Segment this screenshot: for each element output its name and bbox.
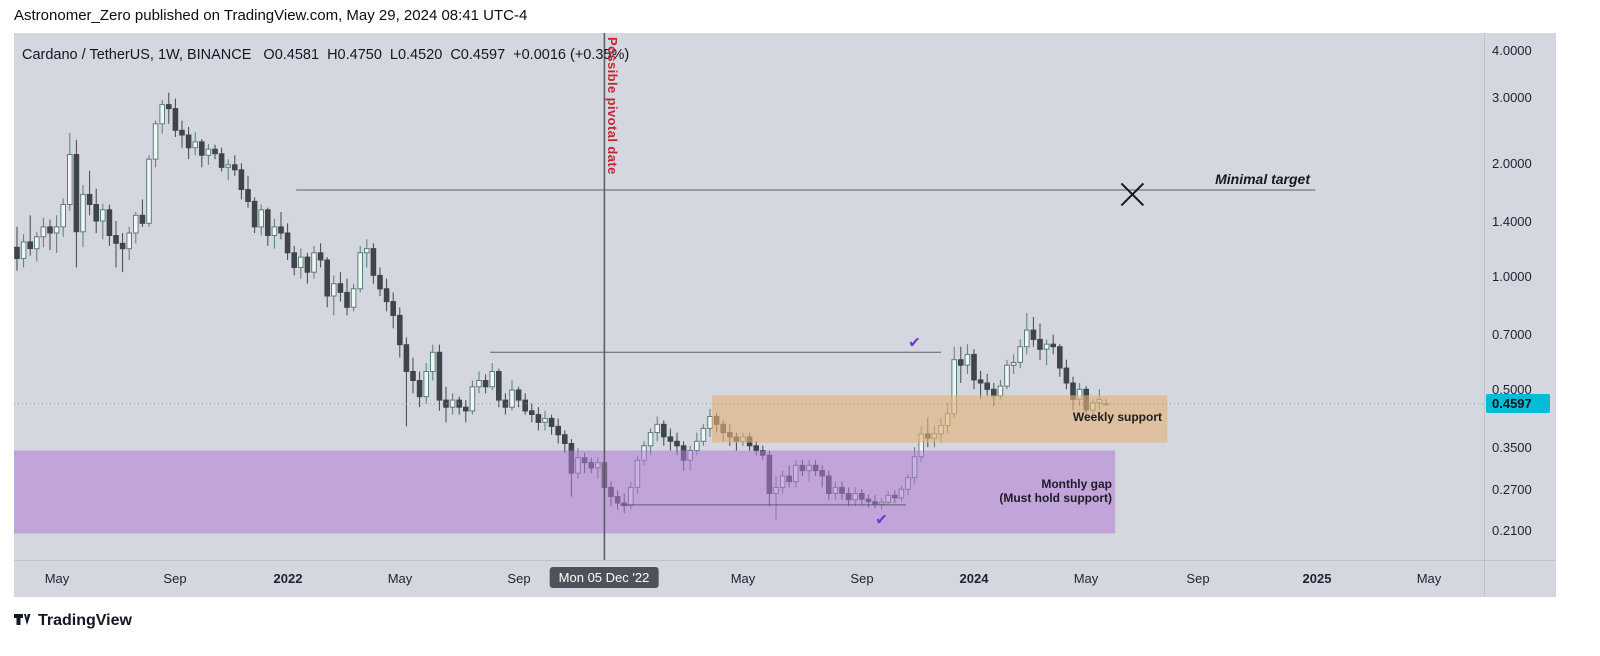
price-axis-border	[1484, 33, 1485, 597]
time-tick: Sep	[1186, 571, 1210, 586]
price-tick: 1.0000	[1492, 269, 1532, 284]
price-tick: 3.0000	[1492, 90, 1532, 105]
ohlc-high: H0.4750	[327, 47, 382, 63]
zone-monthly-gap	[14, 450, 1116, 534]
zone-weekly-support	[712, 395, 1168, 443]
time-axis-border	[14, 560, 1556, 561]
price-tick: 1.4000	[1492, 214, 1532, 229]
symbol-title: Cardano / TetherUS, 1W, BINANCE	[22, 47, 252, 63]
time-tick: May	[44, 571, 70, 586]
price-change: +0.0016 (+0.35%)	[513, 47, 630, 63]
ohlc-open: O0.4581	[263, 47, 320, 63]
time-tick: 2022	[273, 571, 303, 586]
tradingview-logo-icon	[14, 614, 31, 625]
publish-info: Astronomer_Zero published on TradingView…	[14, 7, 528, 24]
time-tick: May	[387, 571, 413, 586]
time-tick: 2024	[959, 571, 989, 586]
minimal-target-label[interactable]: Minimal target	[1215, 171, 1310, 187]
lines[interactable]	[14, 33, 1484, 560]
cross-mark	[1120, 182, 1145, 207]
check-mark: ✔	[875, 510, 888, 528]
zones[interactable]	[14, 395, 1168, 534]
monthly-gap-label[interactable]: Monthly gap (Must hold support)	[940, 477, 1112, 505]
price-tick: 0.7000	[1492, 327, 1532, 342]
price-tick: 4.0000	[1492, 43, 1532, 58]
time-tick: Sep	[507, 571, 531, 586]
symbol-legend: Cardano / TetherUS, 1W, BINANCE O0.4581 H0…	[22, 47, 629, 63]
price-tick: 2.0000	[1492, 156, 1532, 171]
marks[interactable]: ✔✔	[875, 182, 1145, 528]
pivotal-date-note[interactable]: Possible pivotal date	[605, 37, 620, 175]
ohlc-low: L0.4520	[389, 47, 443, 63]
time-tick: May	[730, 571, 756, 586]
monthly-gap-line1: Monthly gap	[1041, 477, 1112, 491]
time-tick: May	[1073, 571, 1099, 586]
price-tick: 0.5000	[1492, 382, 1532, 397]
price-tick: 0.3500	[1492, 440, 1532, 455]
check-mark: ✔	[908, 333, 921, 351]
current-price-label: 0.4597	[1486, 394, 1550, 413]
pivotal-date-badge: Mon 05 Dec '22	[549, 567, 659, 588]
tradingview-wordmark: TradingView	[38, 612, 132, 629]
monthly-gap-line2: (Must hold support)	[999, 491, 1112, 505]
time-tick: Sep	[850, 571, 874, 586]
weekly-support-label[interactable]: Weekly support	[1072, 410, 1162, 424]
ohlc-close: C0.4597	[450, 47, 506, 63]
price-tick: 0.2100	[1492, 523, 1532, 538]
price-tick: 0.2700	[1492, 482, 1532, 497]
time-tick: May	[1416, 571, 1442, 586]
time-tick: 2025	[1302, 571, 1332, 586]
time-tick: Sep	[163, 571, 187, 586]
